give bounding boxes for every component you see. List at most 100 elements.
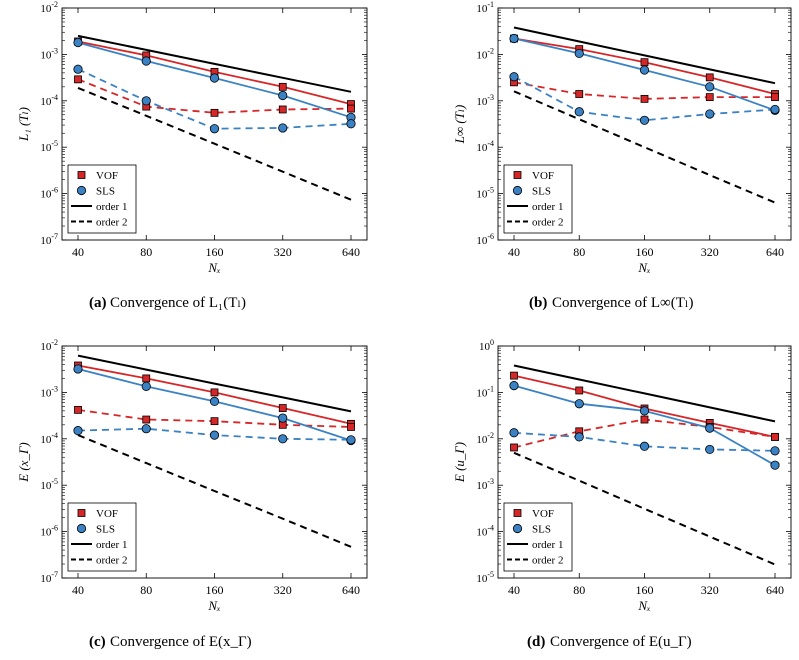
y-tick-exponent: -3: [51, 46, 58, 55]
legend-label: VOF: [96, 508, 118, 520]
y-tick-exponent: -1: [487, 384, 494, 393]
vof-marker: [347, 423, 355, 431]
x-tick-label: 640: [342, 583, 360, 597]
y-tick-exponent: -2: [487, 46, 494, 55]
sls-marker: [574, 432, 584, 442]
sls-marker: [705, 82, 715, 92]
y-tick-label: 10-2: [476, 46, 494, 61]
y-axis-label: L∞ (Tₗ): [452, 105, 467, 145]
sls-marker: [705, 444, 715, 455]
y-tick-label: 10-7: [40, 232, 58, 247]
vof-marker: [575, 386, 584, 395]
y-tick-exponent: -4: [487, 139, 494, 148]
x-tick-label: 80: [573, 583, 585, 597]
sls-marker: [639, 406, 650, 416]
sls-marker: [209, 396, 220, 406]
sls-marker: [346, 119, 356, 129]
sls-marker: [509, 428, 519, 438]
y-tick-label: 10-4: [476, 524, 494, 539]
y-tick-label: 10-6: [476, 232, 494, 247]
x-tick-label: 320: [701, 583, 719, 597]
sls-marker: [141, 424, 151, 434]
series-sls-dashed-line: [513, 75, 776, 122]
vof-marker: [210, 388, 219, 397]
x-tick-label: 320: [274, 583, 292, 597]
sls-marker: [278, 123, 288, 133]
y-tick-exponent: -6: [51, 524, 58, 533]
caption-d-text: Convergence of E(u_Γ): [550, 634, 692, 650]
y-tick-label: 10-3: [40, 384, 58, 399]
sls-marker: [509, 72, 519, 82]
legend-label: SLS: [532, 524, 551, 536]
sls-marker: [509, 33, 519, 44]
sls-marker: [209, 124, 220, 134]
sls-marker: [574, 399, 584, 409]
y-tick-exponent: 0: [490, 338, 494, 347]
sls-marker: [141, 56, 151, 66]
legend-label: SLS: [96, 186, 115, 198]
panel-b: (b) Convergence of L∞(Tₗ) 10-6 10-5 10-4 10…: [452, 0, 792, 311]
sls-marker: [73, 364, 83, 374]
legend-vof-swatch: [77, 509, 86, 517]
series-sls-solid-line: [513, 384, 776, 466]
sls-marker: [209, 430, 220, 440]
y-tick-exponent: -6: [487, 232, 494, 241]
legend-label: SLS: [532, 186, 551, 198]
sls-marker: [770, 460, 780, 470]
legend-label: order 2: [532, 217, 563, 229]
vof-marker: [278, 105, 287, 114]
series-vof-dashed-line: [77, 78, 352, 114]
y-axis-label: L₁ (Tₗ): [16, 107, 31, 142]
vof-marker: [705, 93, 714, 102]
y-tick-exponent: -2: [487, 431, 494, 440]
x-tick-label: 160: [206, 583, 224, 597]
y-tick-label: 10-3: [40, 46, 58, 61]
y-tick-exponent: -2: [51, 0, 58, 9]
sls-marker: [346, 435, 356, 445]
vof-marker: [347, 104, 355, 113]
y-tick-label: 10-2: [40, 338, 58, 353]
series-order2-line: [77, 86, 352, 201]
y-tick-label: 10-1: [476, 0, 494, 15]
legend-label: VOF: [532, 508, 554, 520]
legend-label: order 2: [532, 555, 563, 567]
sls-marker: [141, 96, 151, 106]
x-tick-label: 160: [636, 245, 654, 259]
x-tick-label: 160: [636, 583, 654, 597]
legend-label: order 2: [96, 555, 127, 567]
vof-marker: [575, 90, 584, 98]
caption-a-tag: (a): [89, 295, 107, 311]
legend-label: SLS: [96, 524, 115, 536]
vof-marker: [771, 93, 779, 102]
series-sls-dashed-line: [513, 431, 776, 452]
y-tick-label: 10-5: [476, 186, 494, 201]
vof-marker: [640, 94, 649, 103]
x-tick-label: 160: [206, 245, 224, 259]
x-tick-label: 40: [72, 583, 84, 597]
y-axis-label: E (u_Γ): [452, 442, 467, 483]
x-tick-label: 640: [342, 245, 360, 259]
y-axis-label: E (x_Γ): [16, 442, 31, 483]
y-tick-exponent: -5: [487, 186, 494, 195]
x-tick-label: 80: [573, 245, 585, 259]
y-tick-label: 10-5: [476, 570, 494, 585]
y-tick-label: 10-1: [476, 384, 494, 399]
x-axis-label: Nₓ: [207, 598, 221, 613]
series-order2-line: [77, 434, 352, 548]
vof-marker: [142, 374, 151, 383]
vof-marker: [640, 415, 649, 424]
legend-vof-swatch: [77, 171, 86, 179]
caption-a-text: Convergence of L₁(Tₗ): [110, 295, 246, 311]
sls-marker: [209, 73, 220, 83]
y-tick-label: 10-4: [476, 139, 494, 154]
x-tick-label: 320: [274, 245, 292, 259]
vof-marker: [510, 443, 518, 452]
x-tick-label: 40: [508, 245, 520, 259]
vof-marker: [278, 404, 287, 412]
y-tick-exponent: -5: [51, 477, 58, 486]
legend-vof-swatch: [513, 509, 522, 517]
y-tick-label: 10-6: [40, 524, 58, 539]
sls-marker: [574, 48, 584, 59]
legend-label: order 1: [532, 201, 563, 213]
